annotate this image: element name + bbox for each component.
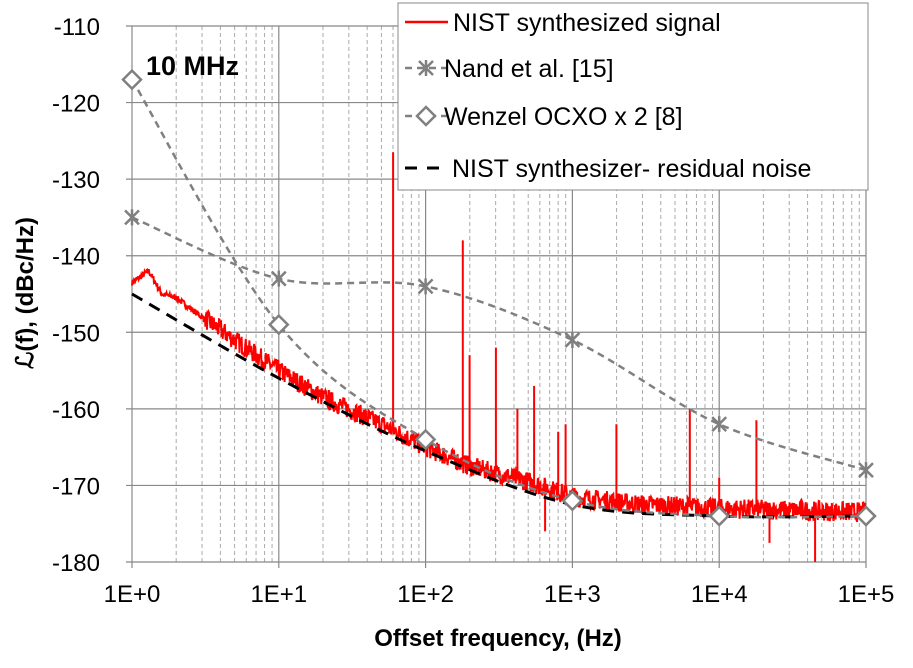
legend-box (397, 2, 869, 191)
y-tick-label: -110 (54, 14, 100, 41)
data-point-diamond (414, 428, 437, 451)
x-tick-label: 1E+3 (544, 581, 601, 608)
x-tick-label: 1E+0 (104, 581, 161, 608)
legend: NIST synthesized signal Nand et al. [15] W… (397, 2, 869, 191)
data-point-asterisk (564, 331, 581, 348)
data-point-diamond (121, 68, 143, 91)
y-tick-label: -160 (52, 397, 100, 424)
y-tick-label: -170 (52, 473, 100, 500)
data-point-asterisk (711, 416, 728, 433)
x-tick-label: 1E+5 (838, 581, 895, 608)
y-tick-label: -120 (52, 91, 100, 118)
data-point-diamond (708, 505, 730, 527)
series-nist-synthesized-signal (131, 152, 867, 562)
data-point-diamond (268, 313, 290, 336)
series-layer (121, 68, 877, 562)
legend-marker-diamond (415, 105, 437, 127)
y-tick-label: -180 (52, 550, 100, 577)
y-axis-label: ℒ(f), (dBc/Hz) (12, 217, 39, 369)
legend-label: Nand et al. [15] (444, 55, 614, 83)
y-tick-label: -140 (52, 244, 100, 271)
data-point-diamond (561, 489, 584, 512)
legend-marker-asterisk (418, 60, 434, 76)
legend-label: NIST synthesizer- residual noise (452, 155, 811, 183)
y-tick-label: -150 (52, 320, 100, 347)
series-line-1 (131, 216, 867, 472)
x-axis-label: Offset frequency, (Hz) (374, 625, 622, 652)
annotation-10mhz: 10 MHz (146, 51, 239, 81)
data-point-asterisk (270, 270, 287, 287)
legend-label: NIST synthesized signal (453, 9, 721, 37)
x-tick-label: 1E+2 (397, 581, 454, 608)
data-point-diamond (855, 505, 877, 527)
x-tick-label: 1E+1 (250, 581, 307, 608)
data-point-asterisk (124, 209, 140, 226)
x-tick-label: 1E+4 (691, 581, 748, 608)
tick-labels: 1E+0 1E+1 1E+2 1E+3 1E+4 1E+5 -110 -120 -130 -140… (52, 14, 894, 608)
y-tick-label: -130 (52, 167, 100, 194)
data-point-asterisk (417, 278, 434, 295)
legend-label: Wenzel OCXO x 2 [8] (444, 103, 683, 131)
data-point-asterisk (858, 462, 874, 479)
series-line-2 (130, 78, 867, 519)
series-line-3 (131, 292, 867, 519)
